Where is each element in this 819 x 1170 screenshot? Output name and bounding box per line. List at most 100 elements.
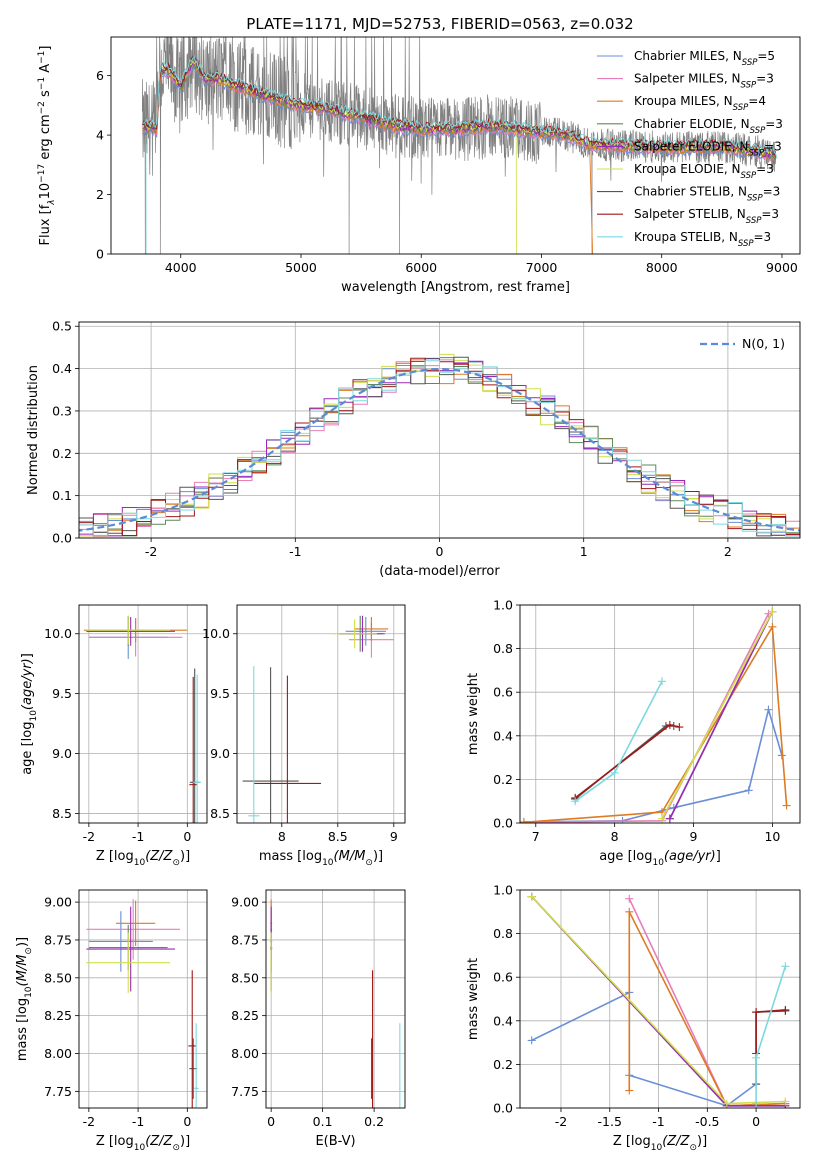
x-tick-label: 2 — [724, 544, 732, 559]
x-tick-label: -1 — [132, 829, 144, 844]
panel-mass-vs-Z: -2 -1 0 7.75 8.00 8.25 8.50 8.75 9.00 Z [log10(Z/… — [15, 889, 208, 1153]
data-point-marker — [781, 1097, 790, 1106]
errorbar-point — [270, 932, 273, 993]
plot-area-residuals — [79, 353, 800, 537]
y-tick-label: 8.25 — [44, 1008, 72, 1023]
plot-area-age-vs-Z — [83, 615, 202, 823]
data-point-marker — [782, 801, 791, 810]
errorbar-point — [253, 675, 321, 823]
data-point-marker — [665, 814, 674, 823]
x-tick-label: 10 — [764, 829, 780, 844]
legend-entry: N(0, 1) — [742, 336, 785, 351]
panel-age-vs-Z: -2 -1 0 8.5 9.0 9.5 10.0 Z [log10(Z/Z⊙)] age [lo… — [20, 604, 208, 868]
legend-entry: Salpeter STELIB, NSSP=3 — [634, 207, 779, 226]
x-tick-label: -1 — [289, 544, 301, 559]
axes-residuals: -2 -1 0 1 2 0.0 0.1 0.2 0.3 0.4 0.5 — [52, 319, 800, 559]
errorbar-point — [86, 932, 171, 993]
x-tick-label: 6000 — [405, 260, 437, 275]
x-tick-label: 0 — [267, 1114, 275, 1129]
legend-entry: Salpeter MILES, NSSP=3 — [634, 72, 774, 91]
axes-frame — [519, 889, 801, 1109]
x-tick-label: 0 — [436, 544, 444, 559]
axes-frame — [78, 889, 208, 1109]
errorbar-point — [370, 1038, 373, 1099]
panel-spectrum: 4000 5000 6000 7000 8000 9000 0 2 4 6 Chabrier MIL… — [37, 36, 801, 295]
x-tick-label: 5000 — [285, 260, 317, 275]
data-point-marker — [752, 1099, 761, 1108]
plot-area-mass-vs-Z — [86, 899, 199, 1108]
data-point-marker — [768, 607, 777, 616]
y-tick-label: 0.4 — [493, 1013, 513, 1028]
errorbar-point — [86, 906, 175, 992]
x-axis-label: wavelength [Angstrom, rest frame] — [341, 280, 570, 295]
errorbar-point — [345, 616, 386, 646]
panel-mass-vs-ebv: 0 0.1 0.2 7.75 8.00 8.25 8.50 8.75 9.00 E(B-V) — [231, 889, 406, 1149]
errorbar-point — [332, 619, 377, 649]
errorbar-point — [188, 970, 197, 1108]
y-tick-label: 9.0 — [210, 746, 230, 761]
y-tick-label: 7.75 — [231, 1084, 259, 1099]
x-axis-label: Z [log10(Z/Z⊙)] — [96, 1134, 190, 1153]
y-tick-label: 0.4 — [493, 728, 513, 743]
data-point-marker — [527, 1036, 536, 1045]
legend-entry: Kroupa MILES, NSSP=4 — [634, 94, 766, 113]
errorbar-point — [399, 1023, 401, 1108]
data-point-marker — [752, 1053, 761, 1062]
y-tick-label: 9.5 — [210, 686, 230, 701]
y-tick-label: 0.8 — [493, 926, 513, 941]
x-tick-label: 0.1 — [313, 1114, 333, 1129]
y-tick-label: 9.00 — [231, 895, 259, 910]
x-axis-label: mass [log10(M/M⊙)] — [259, 849, 383, 868]
errorbar-point — [86, 616, 175, 646]
errorbar-point — [242, 667, 299, 823]
data-point-marker — [520, 818, 528, 823]
x-tick-label: 0 — [183, 829, 191, 844]
x-tick-label: -1 — [652, 1114, 664, 1129]
x-axis-label: (data-model)/error — [379, 564, 500, 579]
y-axis-label: age [log10(age/yr)] — [20, 653, 39, 775]
mass-weight-line-chabrier-stelib — [574, 725, 674, 800]
x-tick-label: -2 — [555, 1114, 567, 1129]
x-tick-label: 0 — [183, 1114, 191, 1129]
y-tick-label: 0.8 — [493, 641, 513, 656]
y-tick-label: 0.6 — [493, 685, 513, 700]
x-axis-label: Z [log10(Z/Z⊙)] — [96, 849, 190, 868]
data-point-marker — [625, 907, 634, 916]
data-point-marker — [722, 1099, 731, 1108]
y-tick-label: 8.50 — [44, 970, 72, 985]
plot-area-age-vs-mass — [242, 615, 394, 823]
x-tick-label: 9 — [690, 829, 698, 844]
data-point-marker — [527, 892, 536, 901]
y-tick-label: 0.2 — [493, 1057, 513, 1072]
errorbar-point — [115, 900, 156, 947]
data-point-marker — [781, 962, 790, 971]
axes-age-vs-mass: 8 8.5 9 8.5 9.0 9.5 10.0 — [202, 605, 405, 844]
y-axis-label: Normed distribution — [26, 365, 41, 495]
y-tick-label: 9.5 — [52, 686, 72, 701]
y-tick-label: 8.00 — [44, 1046, 72, 1061]
x-tick-label: 8 — [278, 829, 286, 844]
y-tick-label: 0.0 — [493, 816, 513, 831]
data-point-marker — [675, 723, 684, 732]
errorbar-point — [248, 666, 260, 823]
x-tick-label: 0 — [752, 1114, 760, 1129]
x-tick-label: 8 — [611, 829, 619, 844]
errorbar-point — [372, 970, 374, 1108]
x-tick-label: 9 — [390, 829, 398, 844]
panel-massweight-vs-Z: -2 -1.5 -1 -0.5 0 0.0 0.2 0.4 0.6 0.8 1.0 Z [log10(… — [466, 883, 801, 1153]
mass-weight-line-kroupa-stelib — [755, 966, 787, 1104]
model-fit-kroupa-miles — [141, 58, 777, 162]
x-tick-label: -2 — [83, 1114, 95, 1129]
errorbar-point — [88, 911, 153, 972]
y-tick-label: 10.0 — [202, 626, 230, 641]
legend-entry: Chabrier ELODIE, NSSP=3 — [634, 117, 783, 136]
x-tick-label: 1 — [580, 544, 588, 559]
errorbar-point — [193, 1023, 199, 1108]
legend-entry: Kroupa ELODIE, NSSP=3 — [634, 162, 774, 181]
mass-weight-line-salpeter-stelib — [755, 1009, 786, 1054]
x-tick-label: 4000 — [165, 260, 197, 275]
mass-weight-line-kroupa-elodie — [661, 611, 774, 819]
y-tick-label: 0.4 — [52, 361, 72, 376]
data-point-marker — [764, 705, 773, 714]
